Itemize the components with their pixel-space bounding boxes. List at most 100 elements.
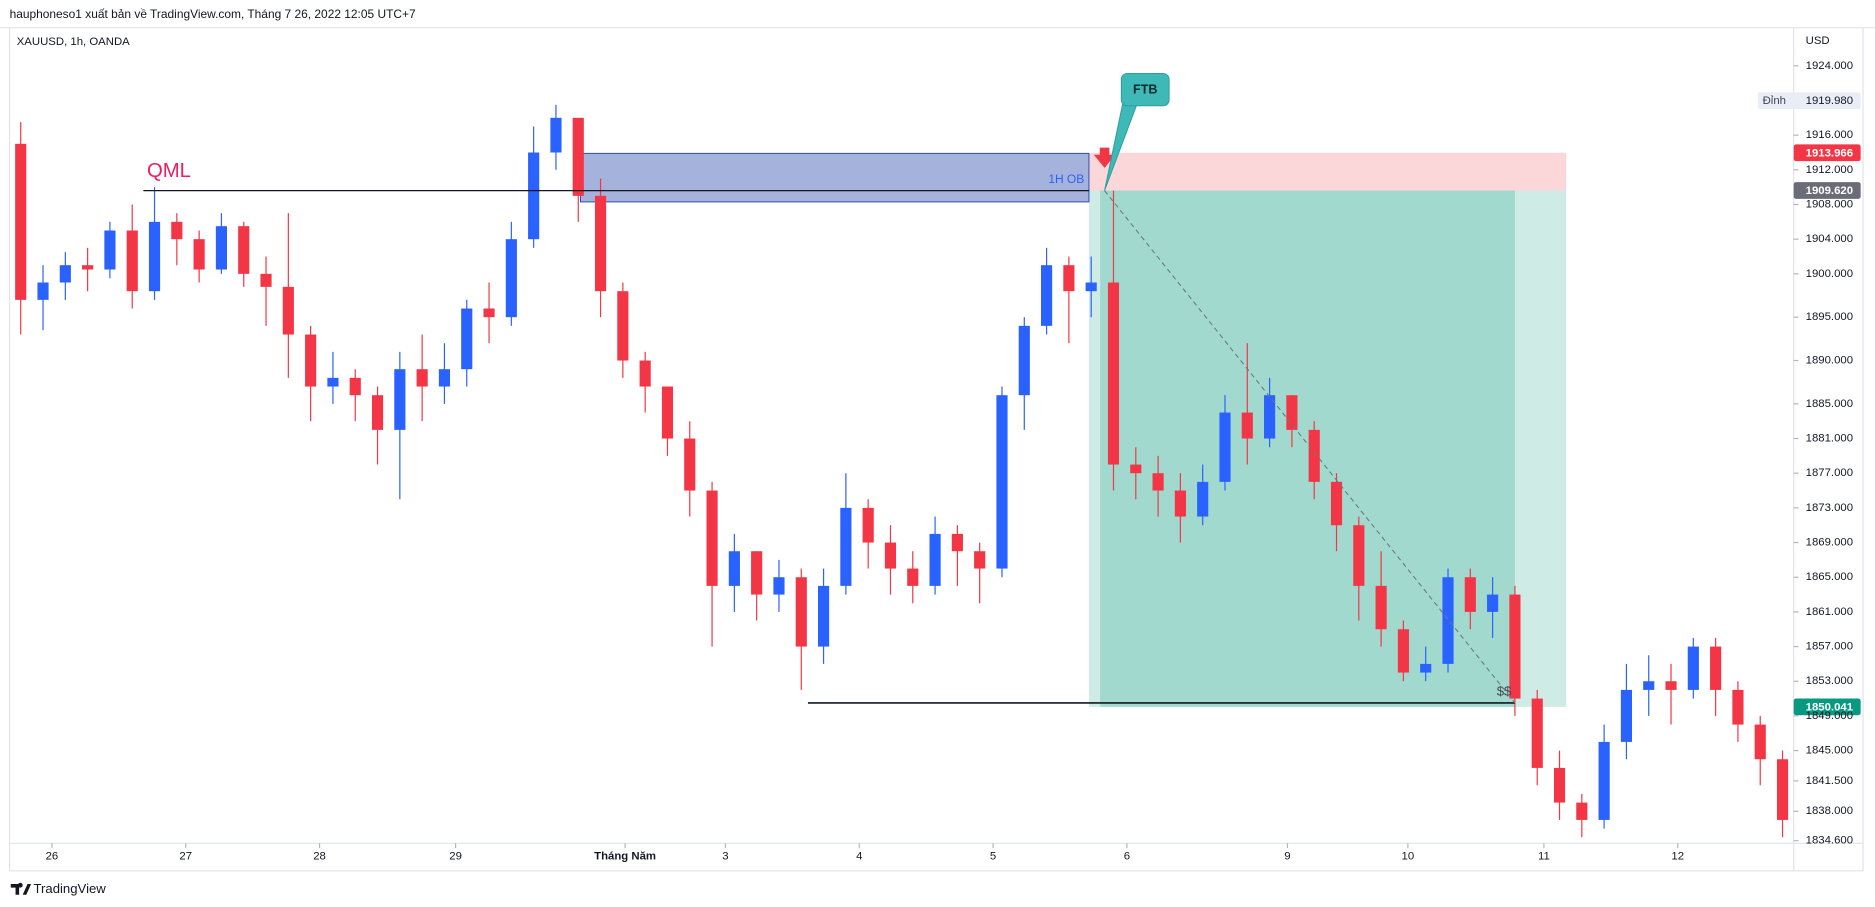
y-tick-label: 1861.000 bbox=[1806, 606, 1853, 618]
candle-body bbox=[282, 286, 294, 335]
price-badge bbox=[1793, 698, 1861, 716]
candle-body bbox=[1063, 265, 1075, 292]
candle-body bbox=[1576, 802, 1588, 820]
candle-body bbox=[394, 369, 406, 430]
candle-body bbox=[1776, 759, 1789, 820]
candle-body bbox=[1531, 698, 1543, 768]
candle-body bbox=[907, 568, 919, 586]
ftb-box bbox=[1120, 72, 1170, 107]
candle-body bbox=[1107, 282, 1120, 465]
logo-mark bbox=[10, 882, 32, 895]
candle-body bbox=[15, 143, 27, 300]
y-tick-label: 1916.000 bbox=[1806, 129, 1853, 141]
candle-body bbox=[1353, 525, 1365, 586]
candle-body bbox=[1018, 325, 1030, 396]
x-tick-label: 10 bbox=[1402, 850, 1415, 862]
candle-body bbox=[1264, 395, 1276, 439]
ftb-arrow bbox=[1093, 147, 1116, 168]
candle-body bbox=[438, 369, 451, 387]
price-badge bbox=[1793, 144, 1861, 162]
y-tick-label: 1881.000 bbox=[1806, 433, 1853, 445]
candle-body bbox=[1041, 265, 1053, 326]
candle-body bbox=[327, 377, 339, 387]
candle-body bbox=[1286, 395, 1298, 430]
y-tick-label: 1895.000 bbox=[1806, 311, 1853, 323]
candle-body bbox=[82, 265, 94, 270]
publisher: hauphoneso1 xuất bản về TradingView.com,… bbox=[10, 7, 416, 21]
candle-body bbox=[483, 308, 495, 318]
candle-body bbox=[594, 195, 607, 292]
x-tick-label: 6 bbox=[1124, 850, 1130, 862]
candle-body bbox=[1397, 629, 1409, 673]
candle-body bbox=[617, 291, 629, 361]
candles bbox=[15, 104, 1789, 838]
x-tick-label: 3 bbox=[722, 850, 728, 862]
y-tick-label: 1900.000 bbox=[1806, 268, 1853, 280]
candle-body bbox=[528, 152, 540, 240]
price-badge bbox=[1793, 182, 1861, 199]
candle-body bbox=[148, 221, 161, 292]
candle-body bbox=[1643, 681, 1655, 690]
candle-body bbox=[550, 117, 562, 153]
y-tick-label: 1912.000 bbox=[1806, 164, 1853, 176]
candle-body bbox=[126, 230, 138, 292]
y-tick-label: 1908.000 bbox=[1806, 199, 1853, 211]
candle-body bbox=[1308, 429, 1320, 482]
candle-body bbox=[1687, 646, 1699, 690]
candle-body bbox=[1130, 464, 1142, 474]
x-tick-label: 27 bbox=[179, 850, 192, 862]
target-zone bbox=[1088, 190, 1567, 707]
brand-logo: TradingView bbox=[10, 881, 106, 896]
candle-body bbox=[1620, 689, 1633, 742]
candle-body bbox=[238, 226, 250, 274]
candle-body bbox=[1241, 412, 1253, 439]
candle-body bbox=[215, 226, 228, 270]
candle-body bbox=[1085, 282, 1097, 292]
y-tick-label: 1904.000 bbox=[1806, 233, 1853, 245]
candle-body bbox=[1219, 412, 1231, 482]
ftb-label: FTB bbox=[1133, 83, 1157, 97]
candle-body bbox=[884, 542, 897, 569]
y-tick-label: 1838.000 bbox=[1806, 805, 1853, 817]
candle-body bbox=[773, 577, 785, 595]
order-block bbox=[580, 152, 1090, 203]
candle-body bbox=[951, 533, 963, 552]
candle-body bbox=[1598, 741, 1610, 820]
symbol: XAUUSD, 1h, OANDA bbox=[17, 36, 130, 48]
y-tick-label: 1885.000 bbox=[1806, 398, 1853, 410]
candle-body bbox=[639, 360, 651, 387]
candle-body bbox=[661, 386, 674, 439]
y-tick-label: 1857.000 bbox=[1806, 641, 1853, 653]
candle-body bbox=[193, 239, 205, 270]
candle-body bbox=[171, 221, 183, 240]
candle-body bbox=[1665, 681, 1677, 690]
candle-body bbox=[728, 551, 740, 586]
candle-body bbox=[371, 395, 384, 430]
candle-body bbox=[1330, 481, 1343, 526]
candle-body bbox=[260, 273, 272, 287]
candle-body bbox=[349, 377, 361, 396]
x-tick-label: 29 bbox=[449, 850, 462, 862]
candle-body bbox=[461, 308, 473, 370]
y-tick-label: 1834.600 bbox=[1806, 835, 1853, 847]
y-tick-label: 1845.000 bbox=[1806, 745, 1853, 757]
price-badge-name: Đỉnh bbox=[1763, 95, 1786, 107]
qml-label: QML bbox=[147, 160, 191, 182]
candle-body bbox=[795, 577, 807, 647]
price-badge bbox=[1757, 92, 1861, 110]
candle-body bbox=[1197, 481, 1209, 517]
candle-body bbox=[706, 490, 718, 586]
candle-body bbox=[1487, 594, 1499, 612]
candle-body bbox=[684, 438, 696, 491]
candle-body bbox=[1732, 689, 1744, 725]
y-tick-label: 1873.000 bbox=[1806, 502, 1853, 514]
y-tick-label: 1877.000 bbox=[1806, 467, 1853, 479]
candle-body bbox=[1442, 577, 1454, 664]
candle-body bbox=[1174, 490, 1186, 517]
x-tick-label: 26 bbox=[46, 850, 59, 862]
candle-body bbox=[1553, 767, 1566, 803]
candle-body bbox=[974, 551, 986, 569]
x-tick-label: 11 bbox=[1538, 850, 1550, 862]
